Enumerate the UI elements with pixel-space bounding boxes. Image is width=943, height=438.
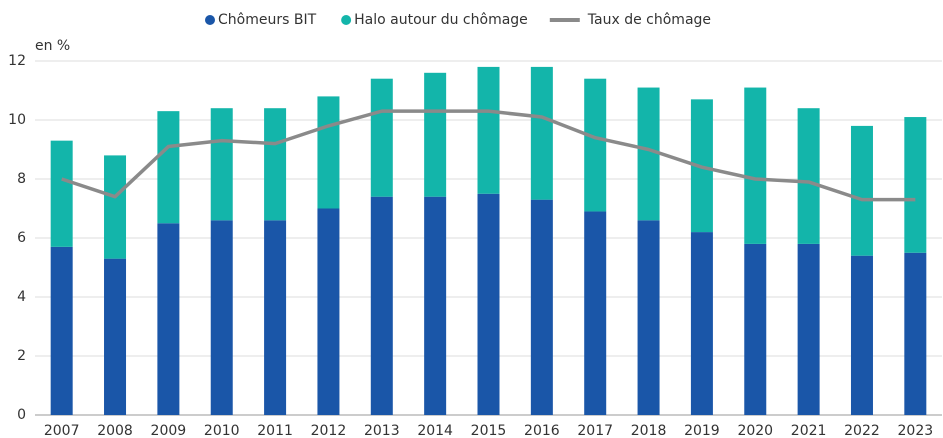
x-tick-label: 2010 (204, 423, 240, 438)
bar (850, 125, 873, 256)
bar (424, 196, 447, 415)
bar (210, 220, 233, 415)
bar (637, 220, 660, 415)
x-tick-label: 2007 (44, 423, 80, 438)
bar (424, 72, 447, 197)
bar (850, 255, 873, 415)
bar (370, 78, 393, 197)
bar (104, 155, 127, 259)
bar (690, 232, 713, 415)
bar (317, 96, 340, 209)
y-tick-label: 8 (17, 171, 26, 187)
y-tick-label: 6 (17, 230, 26, 246)
x-tick-label: 2008 (97, 423, 133, 438)
bar (370, 196, 393, 415)
x-tick-label: 2012 (311, 423, 347, 438)
bar (584, 78, 607, 212)
y-tick-label: 10 (8, 112, 26, 128)
bar (744, 243, 767, 415)
legend-label: Halo autour du chômage (354, 12, 528, 28)
y-tick-label: 4 (17, 289, 26, 305)
x-tick-label: 2021 (791, 423, 827, 438)
bar (210, 108, 233, 221)
bar (744, 87, 767, 244)
bar (264, 108, 287, 221)
bar (904, 117, 927, 253)
x-tick-label: 2022 (844, 423, 880, 438)
legend-label: Taux de chômage (587, 12, 711, 28)
bar (317, 208, 340, 415)
legend-label: Chômeurs BIT (218, 12, 317, 28)
bar (797, 108, 820, 244)
bar (530, 66, 553, 200)
bar (584, 211, 607, 415)
line (61, 109, 916, 202)
bar (530, 199, 553, 415)
bar (157, 223, 180, 415)
y-tick-label: 0 (17, 407, 26, 423)
bar (637, 87, 660, 221)
y-tick-label: 2 (17, 348, 26, 364)
x-tick-label: 2020 (737, 423, 773, 438)
bar (797, 243, 820, 415)
bar (157, 111, 180, 224)
x-tick-label: 2023 (898, 423, 934, 438)
x-tick-label: 2015 (471, 423, 507, 438)
y-axis-label: en % (35, 38, 70, 54)
bar (104, 258, 127, 415)
bar (264, 220, 287, 415)
x-tick-label: 2009 (151, 423, 187, 438)
bar (477, 193, 500, 415)
bar (904, 252, 927, 415)
x-tick-label: 2019 (684, 423, 720, 438)
x-tick-label: 2017 (577, 423, 613, 438)
x-tick-label: 2016 (524, 423, 560, 438)
bar (50, 140, 73, 247)
bar (50, 246, 73, 415)
y-tick-label: 12 (8, 53, 26, 69)
legend-swatch (205, 15, 215, 25)
x-tick-label: 2018 (631, 423, 667, 438)
x-tick-label: 2013 (364, 423, 400, 438)
bar (477, 66, 500, 194)
legend-swatch (341, 15, 352, 25)
x-tick-label: 2011 (257, 423, 293, 438)
x-tick-label: 2014 (417, 423, 453, 438)
